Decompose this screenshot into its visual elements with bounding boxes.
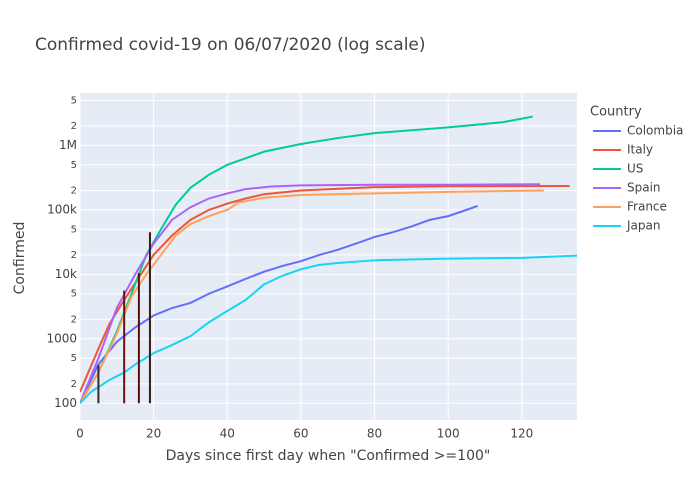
y-axis-label: Confirmed [12,222,28,295]
x-tick-label: 120 [510,427,533,441]
legend-title: Country [590,105,642,120]
x-tick-label: 40 [220,427,235,441]
legend-label: Colombia [627,124,683,138]
y-tick-label: 5 [71,95,77,106]
y-tick-label: 5 [71,289,77,300]
y-tick-label: 5 [71,353,77,364]
y-tick-label: 2 [71,250,77,261]
y-tick-label: 100 [54,396,77,410]
y-tick-label: 2 [71,379,77,390]
x-tick-label: 80 [367,427,382,441]
y-tick-label: 1M [59,138,77,152]
y-tick-label: 1000 [46,331,77,345]
legend-label: Japan [626,219,660,233]
series-line [80,183,541,404]
chart-title: Confirmed covid-19 on 06/07/2020 (log sc… [35,35,426,55]
x-tick-label: 100 [437,427,460,441]
series-line [80,205,478,404]
x-tick-label: 0 [76,427,84,441]
y-tick-label: 2 [71,121,77,132]
y-tick-label: 5 [71,224,77,235]
series-line [80,254,577,404]
series-line [80,115,534,404]
series-line [80,184,570,393]
y-tick-label: 5 [71,160,77,171]
y-tick-label: 10k [55,267,77,281]
legend-label: Italy [627,143,653,157]
y-tick-label: 100k [47,202,77,216]
plot-area [80,93,577,420]
y-tick-label: 2 [71,314,77,325]
x-tick-label: 60 [293,427,308,441]
legend-label: Spain [627,181,661,195]
x-tick-label: 20 [146,427,161,441]
legend-label: US [627,162,643,176]
y-tick-label: 2 [71,185,77,196]
x-axis-label: Days since first day when "Confirmed >=1… [166,448,491,464]
legend-label: France [627,200,667,214]
